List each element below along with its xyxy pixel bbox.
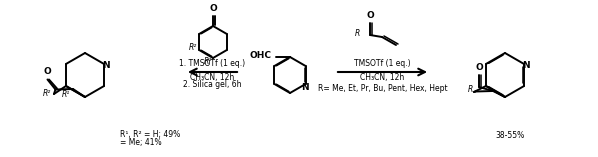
- Text: N: N: [522, 60, 530, 70]
- Text: = Me; 41%: = Me; 41%: [120, 138, 161, 147]
- Text: R¹, R² = H; 49%: R¹, R² = H; 49%: [120, 130, 180, 140]
- Text: N: N: [102, 60, 110, 70]
- Text: O: O: [475, 63, 483, 72]
- Text: N: N: [301, 82, 309, 92]
- Text: O: O: [44, 68, 51, 76]
- Text: CH₃CN, 12h: CH₃CN, 12h: [361, 73, 405, 82]
- Text: R: R: [355, 30, 360, 38]
- Text: R¹: R¹: [62, 90, 70, 99]
- Text: R²: R²: [42, 89, 51, 97]
- Text: 38-55%: 38-55%: [495, 130, 524, 140]
- Text: R¹: R¹: [204, 57, 212, 65]
- Text: O: O: [209, 4, 217, 13]
- Text: R²: R²: [189, 43, 197, 51]
- Text: 1. TMSOTf (1 eq.): 1. TMSOTf (1 eq.): [179, 59, 246, 68]
- Text: TMSOTf (1 eq.): TMSOTf (1 eq.): [354, 59, 411, 68]
- Text: CH₃CN, 12h: CH₃CN, 12h: [190, 73, 234, 82]
- Text: R= Me, Et, Pr, Bu, Pent, Hex, Hept: R= Me, Et, Pr, Bu, Pent, Hex, Hept: [318, 84, 447, 93]
- Text: OHC: OHC: [250, 51, 272, 60]
- Text: 2. Silica gel, 6h: 2. Silica gel, 6h: [183, 80, 242, 89]
- Text: O: O: [366, 11, 374, 20]
- Text: R: R: [468, 84, 473, 94]
